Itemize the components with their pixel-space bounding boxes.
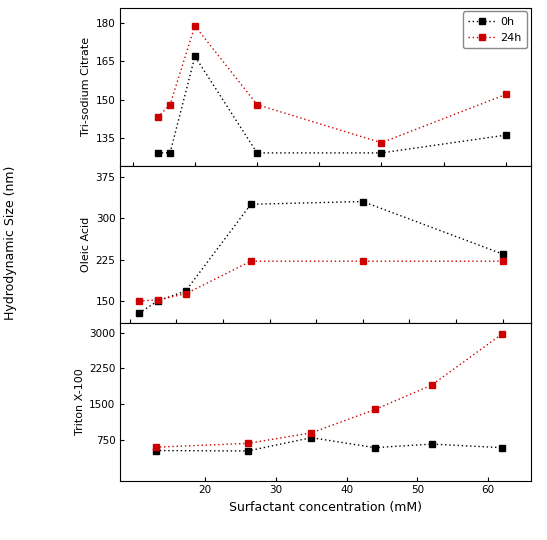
- 24h: [153, 444, 159, 450]
- 0h: [245, 448, 251, 454]
- 0h: [182, 288, 189, 294]
- Text: Hydrodynamic Size (nm): Hydrodynamic Size (nm): [4, 166, 18, 320]
- 0h: [154, 298, 161, 304]
- 24h: [428, 382, 435, 388]
- 0h: [254, 150, 260, 156]
- 24h: [182, 291, 189, 297]
- 24h: [248, 258, 254, 265]
- Line: 24h: 24h: [153, 330, 505, 450]
- 24h: [308, 430, 315, 436]
- 24h: [359, 258, 366, 265]
- Y-axis label: Tri-sodium Citrate: Tri-sodium Citrate: [82, 37, 91, 137]
- 24h: [499, 330, 505, 337]
- 24h: [154, 296, 161, 303]
- 0h: [167, 150, 173, 156]
- 24h: [503, 91, 509, 98]
- 24h: [254, 102, 260, 108]
- 0h: [503, 132, 509, 138]
- Line: 24h: 24h: [154, 23, 509, 146]
- Line: 24h: 24h: [136, 258, 506, 304]
- Line: 0h: 0h: [136, 198, 506, 316]
- 24h: [245, 440, 251, 447]
- 0h: [308, 434, 315, 441]
- 24h: [167, 102, 173, 108]
- Y-axis label: Triton X-100: Triton X-100: [75, 368, 85, 435]
- 24h: [154, 114, 161, 120]
- 24h: [191, 23, 198, 29]
- 0h: [248, 201, 254, 207]
- 0h: [378, 150, 385, 156]
- 0h: [499, 444, 505, 451]
- 24h: [378, 139, 385, 146]
- Y-axis label: Oleic Acid: Oleic Acid: [82, 217, 91, 272]
- 0h: [428, 441, 435, 447]
- 24h: [499, 258, 506, 265]
- 0h: [359, 198, 366, 205]
- 24h: [372, 406, 379, 413]
- 0h: [191, 53, 198, 59]
- Line: 0h: 0h: [153, 435, 505, 454]
- 0h: [372, 444, 379, 451]
- 0h: [154, 150, 161, 156]
- 0h: [136, 310, 142, 316]
- X-axis label: Surfactant concentration (mM): Surfactant concentration (mM): [229, 501, 422, 514]
- Line: 0h: 0h: [154, 53, 509, 156]
- 24h: [136, 298, 142, 304]
- 0h: [153, 447, 159, 454]
- 0h: [499, 251, 506, 257]
- Legend: 0h, 24h: 0h, 24h: [463, 11, 527, 48]
